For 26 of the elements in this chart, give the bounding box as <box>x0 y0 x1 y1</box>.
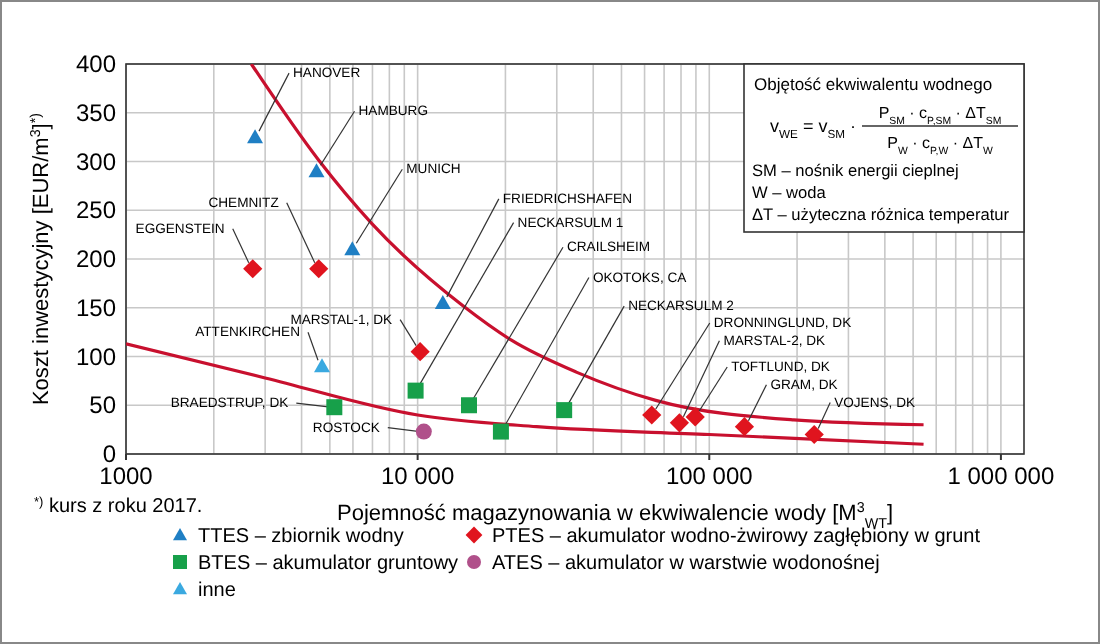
legend-label: ATES – akumulator w warstwie wodonośnej <box>492 553 880 575</box>
annotation: SM – nośnik energii cieplnej <box>752 160 959 180</box>
y-tick-label: 400 <box>75 50 117 78</box>
y-tick-label: 200 <box>75 245 117 273</box>
legend-label: TTES – zbiornik wodny <box>198 526 404 548</box>
y-tick-label: 50 <box>89 391 117 420</box>
annotation: P$_{W}$ · c$_{P,W}$ · ΔT$_{W}$ <box>887 134 993 158</box>
y-tick-label: 250 <box>75 196 117 225</box>
y-tick-label: 300 <box>75 147 117 176</box>
legend-label: BTES – akumulator gruntowy <box>198 553 459 575</box>
y-tick-label: 350 <box>75 98 117 127</box>
x-tick-label: 10 000 <box>380 462 455 490</box>
annotation: v$_{WE}$ = v$_{SM}$ · <box>770 116 856 142</box>
legend-label: inne <box>198 580 237 602</box>
annotation: W – woda <box>752 182 827 202</box>
annotation: Objętość ekwiwalentu wodnego <box>754 74 993 94</box>
y-tick-label: 0 <box>102 440 117 468</box>
y-tick-label: 100 <box>75 342 117 371</box>
x-tick-label: 1000 <box>99 462 154 490</box>
annotation: P$_{SM}$ · c$_{P,SM}$ · ΔT$_{SM}$ <box>878 104 1002 128</box>
x-tick-label: 1 000 000 <box>947 462 1055 490</box>
y-tick-label: 150 <box>75 293 117 322</box>
text: $^{*)}$ kurs z roku 2017. <box>34 495 203 518</box>
legend-label: PTES – akumulator wodno-żwirowy zagłębiony w grunt <box>492 526 981 548</box>
x-tick-label: 100 000 <box>665 462 754 490</box>
annotation: ΔT – użyteczna różnica temperatur <box>752 204 1010 224</box>
